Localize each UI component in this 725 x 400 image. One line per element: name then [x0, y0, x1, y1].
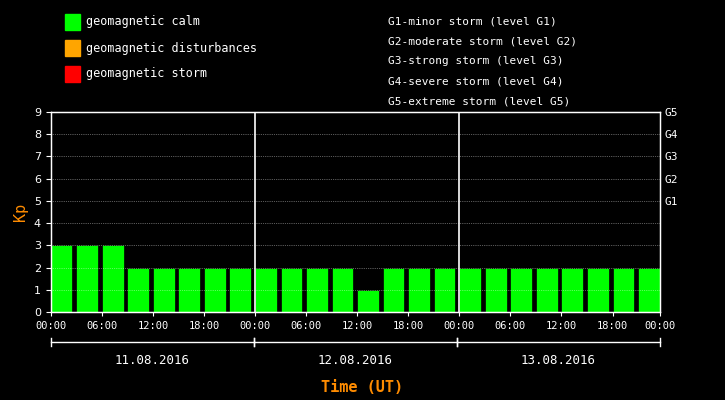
Y-axis label: Kp: Kp: [13, 203, 28, 221]
Bar: [281, 268, 302, 312]
Text: 12.08.2016: 12.08.2016: [318, 354, 393, 367]
Bar: [255, 268, 277, 312]
Bar: [561, 268, 583, 312]
Bar: [613, 268, 634, 312]
Bar: [102, 245, 123, 312]
Bar: [357, 290, 379, 312]
Bar: [230, 268, 251, 312]
Text: geomagnetic storm: geomagnetic storm: [86, 68, 207, 80]
Bar: [153, 268, 175, 312]
Bar: [485, 268, 507, 312]
Bar: [306, 268, 328, 312]
Text: G3-strong storm (level G3): G3-strong storm (level G3): [388, 56, 563, 66]
Bar: [434, 268, 455, 312]
Bar: [51, 245, 72, 312]
Text: geomagnetic disturbances: geomagnetic disturbances: [86, 42, 257, 54]
Text: 13.08.2016: 13.08.2016: [521, 354, 596, 367]
Bar: [204, 268, 225, 312]
Text: Time (UT): Time (UT): [321, 380, 404, 395]
Text: G2-moderate storm (level G2): G2-moderate storm (level G2): [388, 36, 577, 46]
Bar: [587, 268, 609, 312]
Bar: [536, 268, 558, 312]
Text: G4-severe storm (level G4): G4-severe storm (level G4): [388, 76, 563, 86]
Bar: [638, 268, 660, 312]
Text: geomagnetic calm: geomagnetic calm: [86, 16, 199, 28]
Bar: [76, 245, 98, 312]
Bar: [383, 268, 405, 312]
Text: 11.08.2016: 11.08.2016: [115, 354, 190, 367]
Text: G5-extreme storm (level G5): G5-extreme storm (level G5): [388, 96, 570, 106]
Bar: [408, 268, 430, 312]
Bar: [510, 268, 532, 312]
Bar: [128, 268, 149, 312]
Bar: [178, 268, 200, 312]
Bar: [331, 268, 353, 312]
Bar: [460, 268, 481, 312]
Text: G1-minor storm (level G1): G1-minor storm (level G1): [388, 16, 557, 26]
